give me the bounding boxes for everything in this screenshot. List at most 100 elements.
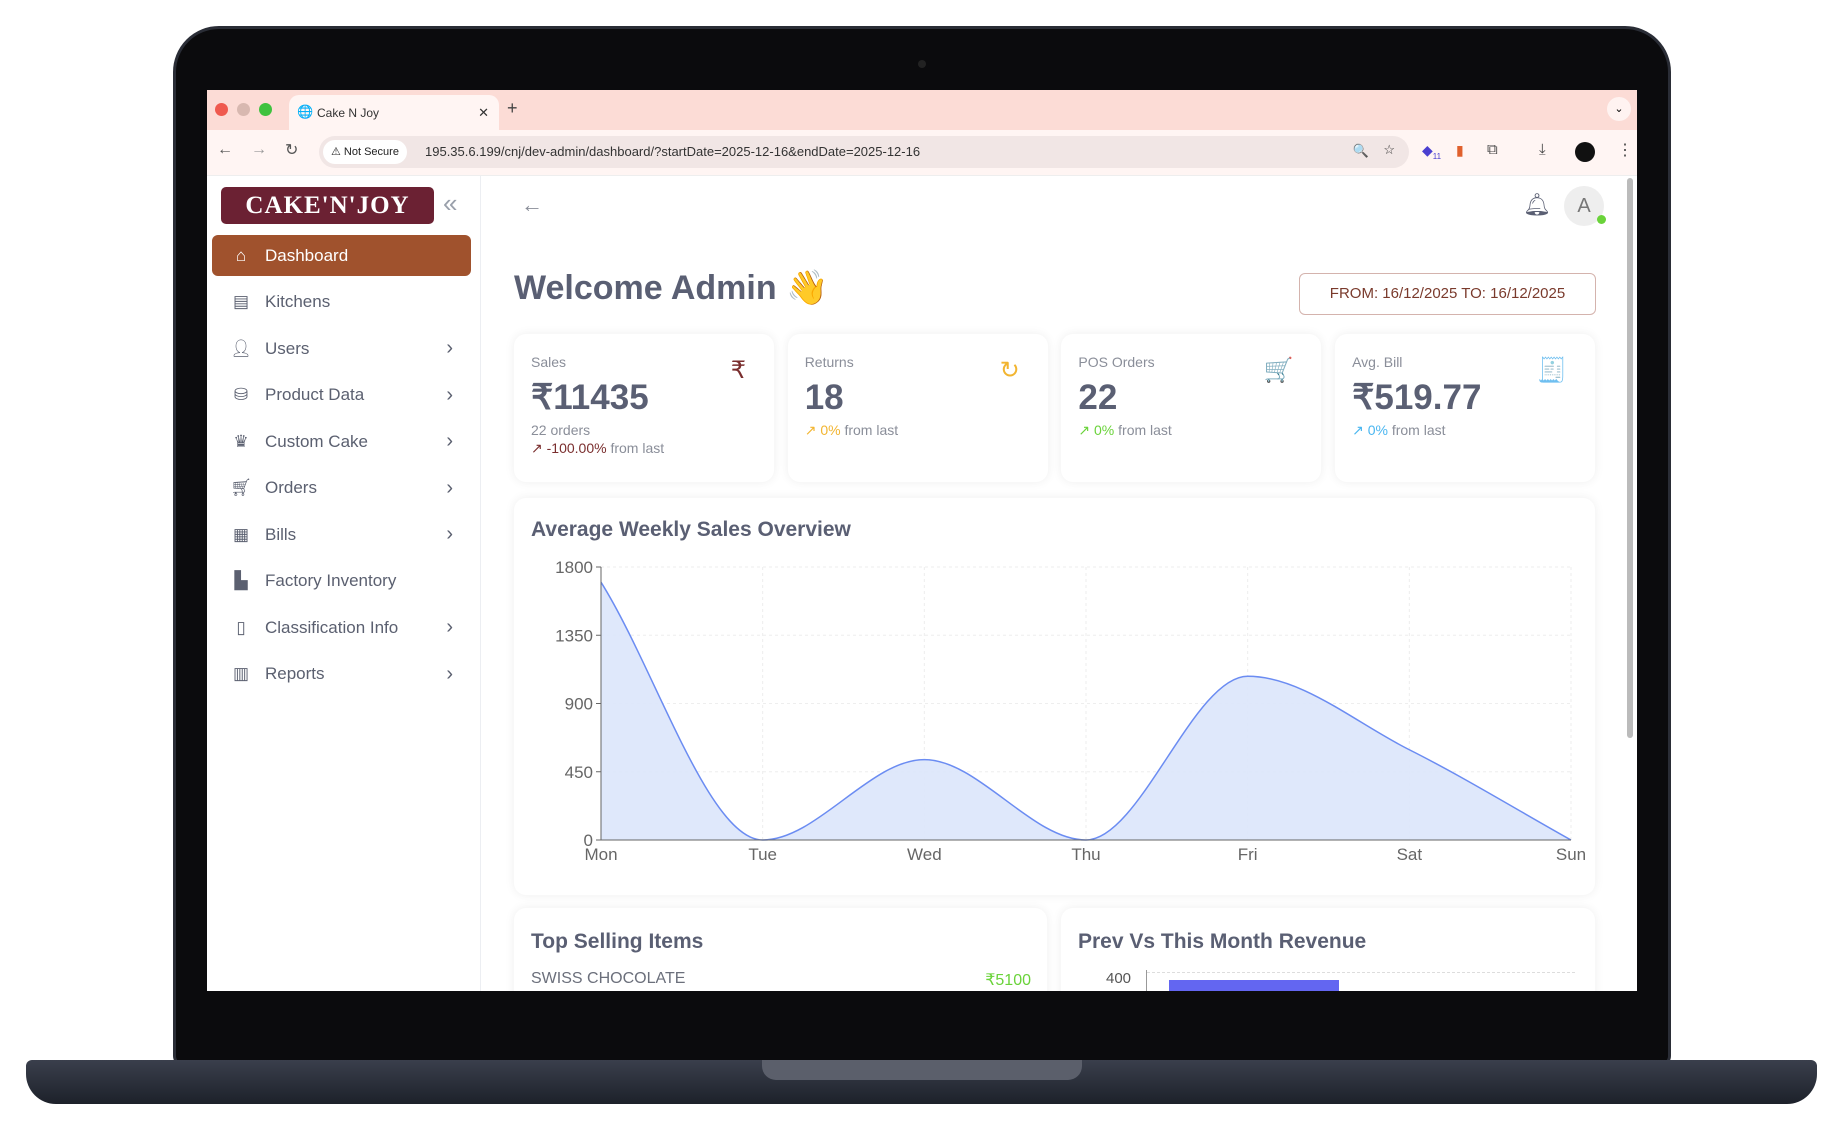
kpi-value: ₹11435 [531, 378, 649, 417]
kpi-label: Sales [531, 354, 567, 370]
browser-tab[interactable]: 🌐 Cake N Joy ✕ [289, 95, 499, 130]
sidebar-item-label: Users [265, 338, 310, 358]
tab-search-chevron-icon[interactable]: ⌄ [1607, 97, 1631, 121]
extension-orange-icon[interactable]: ▮ [1456, 142, 1464, 158]
tab-bar: 🌐 Cake N Joy ✕ + ⌄ [207, 90, 1637, 130]
kitchen-icon: ▤ [232, 292, 250, 311]
sidebar-item-label: Factory Inventory [265, 571, 397, 590]
chevron-right-icon: › [446, 523, 453, 545]
screen: 🌐 Cake N Joy ✕ + ⌄ ← → ↻ ⚠ Not Secure 19… [207, 90, 1637, 991]
browser-menu-icon[interactable]: ⋮ [1617, 142, 1633, 159]
bell-icon[interactable]: 🔔︎ [1523, 192, 1551, 217]
x-tick-label: Wed [907, 845, 942, 864]
sidebar-item-users[interactable]: 👤︎ Users › [212, 328, 471, 369]
reports-icon: ▥ [232, 664, 250, 683]
avatar[interactable]: A [1564, 186, 1606, 226]
trend-up-icon: ↗ [1078, 422, 1091, 438]
trend-up-icon: ↗ [531, 440, 543, 456]
kpi-card-returns: Returns ↻ 18 ↗ 0% from last [787, 334, 1048, 482]
user-icon: 👤︎ [230, 338, 252, 358]
sidebar-item-factory-inventory[interactable]: ▙ Factory Inventory [212, 561, 471, 602]
sidebar-item-label: Classification Info [265, 617, 399, 637]
extension-icon[interactable]: ◆11 [1422, 142, 1442, 161]
chevron-right-icon: › [446, 616, 453, 638]
download-icon[interactable]: ⤓ [1539, 141, 1546, 158]
kpi-change-suffix: from last [844, 422, 899, 438]
new-tab-button[interactable]: + [507, 98, 518, 118]
camera [918, 60, 926, 68]
page: CAKE'N'JOY « ⌂ Dashboard ▤ Kitchens 👤︎ Users ›… [207, 176, 1637, 991]
revenue-card: Prev Vs This Month Revenue 400 [1061, 908, 1595, 991]
home-icon: ⌂ [235, 245, 247, 265]
top-selling-title: Top Selling Items [531, 930, 704, 953]
sidebar-item-label: Bills [265, 524, 297, 544]
sidebar-item-label: Kitchens [265, 292, 331, 311]
kpi-value: 22 [1078, 378, 1118, 417]
maximize-window-button[interactable] [259, 103, 272, 116]
x-tick-label: Thu [1071, 845, 1100, 864]
top-item-value: ₹5100 [985, 972, 1031, 989]
kpi-label: Returns [804, 354, 854, 370]
kpi-change: 0% [1367, 422, 1388, 438]
kpi-card-sales: Sales ₹ ₹11435 22 orders ↗ -100.00% from… [514, 334, 774, 482]
minimize-window-button[interactable] [237, 103, 250, 116]
kpi-card-avg-bill: Avg. Bill 🧾 ₹519.77 ↗ 0% from last [1335, 334, 1596, 482]
sidebar-item-kitchens[interactable]: ▤ Kitchens [212, 282, 471, 323]
close-tab-icon[interactable]: ✕ [478, 105, 489, 120]
back-icon[interactable]: ← [217, 141, 233, 158]
sidebar-item-product-data[interactable]: ⛁ Product Data › [212, 375, 471, 416]
classification-icon: ▯ [236, 617, 246, 637]
area-fill [601, 582, 1571, 840]
sidebar-item-label: Custom Cake [265, 431, 368, 451]
chevron-right-icon: › [446, 476, 453, 499]
forward-icon[interactable]: → [251, 141, 267, 158]
security-text: Not Secure [343, 146, 399, 158]
security-badge[interactable]: ⚠ Not Secure [323, 140, 407, 164]
chevron-right-icon: › [446, 430, 453, 452]
trend-up-icon: ↗ [1352, 422, 1364, 438]
sidebar-item-orders[interactable]: 🛒︎ Orders › [212, 468, 471, 509]
revenue-gridline [1147, 972, 1575, 973]
y-tick-label: 1350 [555, 626, 593, 645]
kpi-icon: ↻ [999, 357, 1020, 384]
y-tick-label: 450 [565, 763, 593, 782]
sidebar-item-bills[interactable]: ▦ Bills › [212, 514, 471, 555]
x-tick-label: Tue [748, 845, 777, 864]
collapse-sidebar-icon[interactable]: « [443, 188, 458, 218]
back-arrow-icon[interactable]: ← [521, 192, 543, 217]
x-tick-label: Sat [1397, 845, 1423, 864]
revenue-title: Prev Vs This Month Revenue [1078, 930, 1367, 953]
chevron-right-icon: › [446, 337, 453, 359]
kpi-change: 0% [820, 422, 841, 438]
profile-icon[interactable] [1575, 142, 1595, 162]
weekly-sales-card: Average Weekly Sales Overview 0 450 900 135… [514, 498, 1595, 895]
cake-icon: ♛ [233, 431, 249, 451]
url-text: 195.35.6.199/cnj/dev-admin/dashboard/?st… [425, 144, 921, 159]
bookmark-star-icon[interactable]: ☆ [1383, 142, 1395, 157]
kpi-change-suffix: from last [1118, 422, 1172, 438]
database-icon: ⛁ [233, 385, 249, 404]
globe-icon: 🌐 [297, 104, 314, 119]
kpi-value: 18 [804, 378, 844, 417]
zoom-icon[interactable]: 🔍 [1352, 143, 1369, 158]
chevron-right-icon: › [446, 383, 453, 406]
y-tick-label: 1800 [555, 558, 593, 577]
kpi-card-pos-orders: POS Orders 🛒 22 ↗ 0% from last [1061, 334, 1322, 482]
sidebar-item-custom-cake[interactable]: ♛ Custom Cake › [212, 421, 471, 462]
close-window-button[interactable] [215, 103, 228, 116]
url-bar[interactable]: ⚠ Not Secure 195.35.6.199/cnj/dev-admin/… [319, 136, 1409, 168]
reload-icon[interactable]: ↻ [285, 142, 299, 159]
sidebar-item-classification-info[interactable]: ▯ Classification Info › [212, 607, 471, 648]
kpi-label: POS Orders [1078, 354, 1155, 370]
cart-icon: 🛒︎ [230, 478, 252, 497]
extensions-puzzle-icon[interactable]: ⧉ [1487, 141, 1498, 158]
x-tick-label: Fri [1238, 845, 1258, 864]
date-range-button[interactable]: FROM: 16/12/2025 TO: 16/12/2025 [1299, 273, 1596, 315]
address-bar-row: ← → ↻ ⚠ Not Secure 195.35.6.199/cnj/dev-… [207, 130, 1637, 176]
kpi-icon: 🧾 [1537, 357, 1568, 384]
sidebar-item-reports[interactable]: ▥ Reports › [212, 654, 471, 695]
revenue-y-axis [1146, 970, 1147, 991]
page-scrollbar[interactable] [1627, 178, 1633, 738]
sidebar-item-label: Product Data [265, 385, 365, 404]
sidebar-item-dashboard[interactable]: ⌂ Dashboard [212, 235, 471, 276]
